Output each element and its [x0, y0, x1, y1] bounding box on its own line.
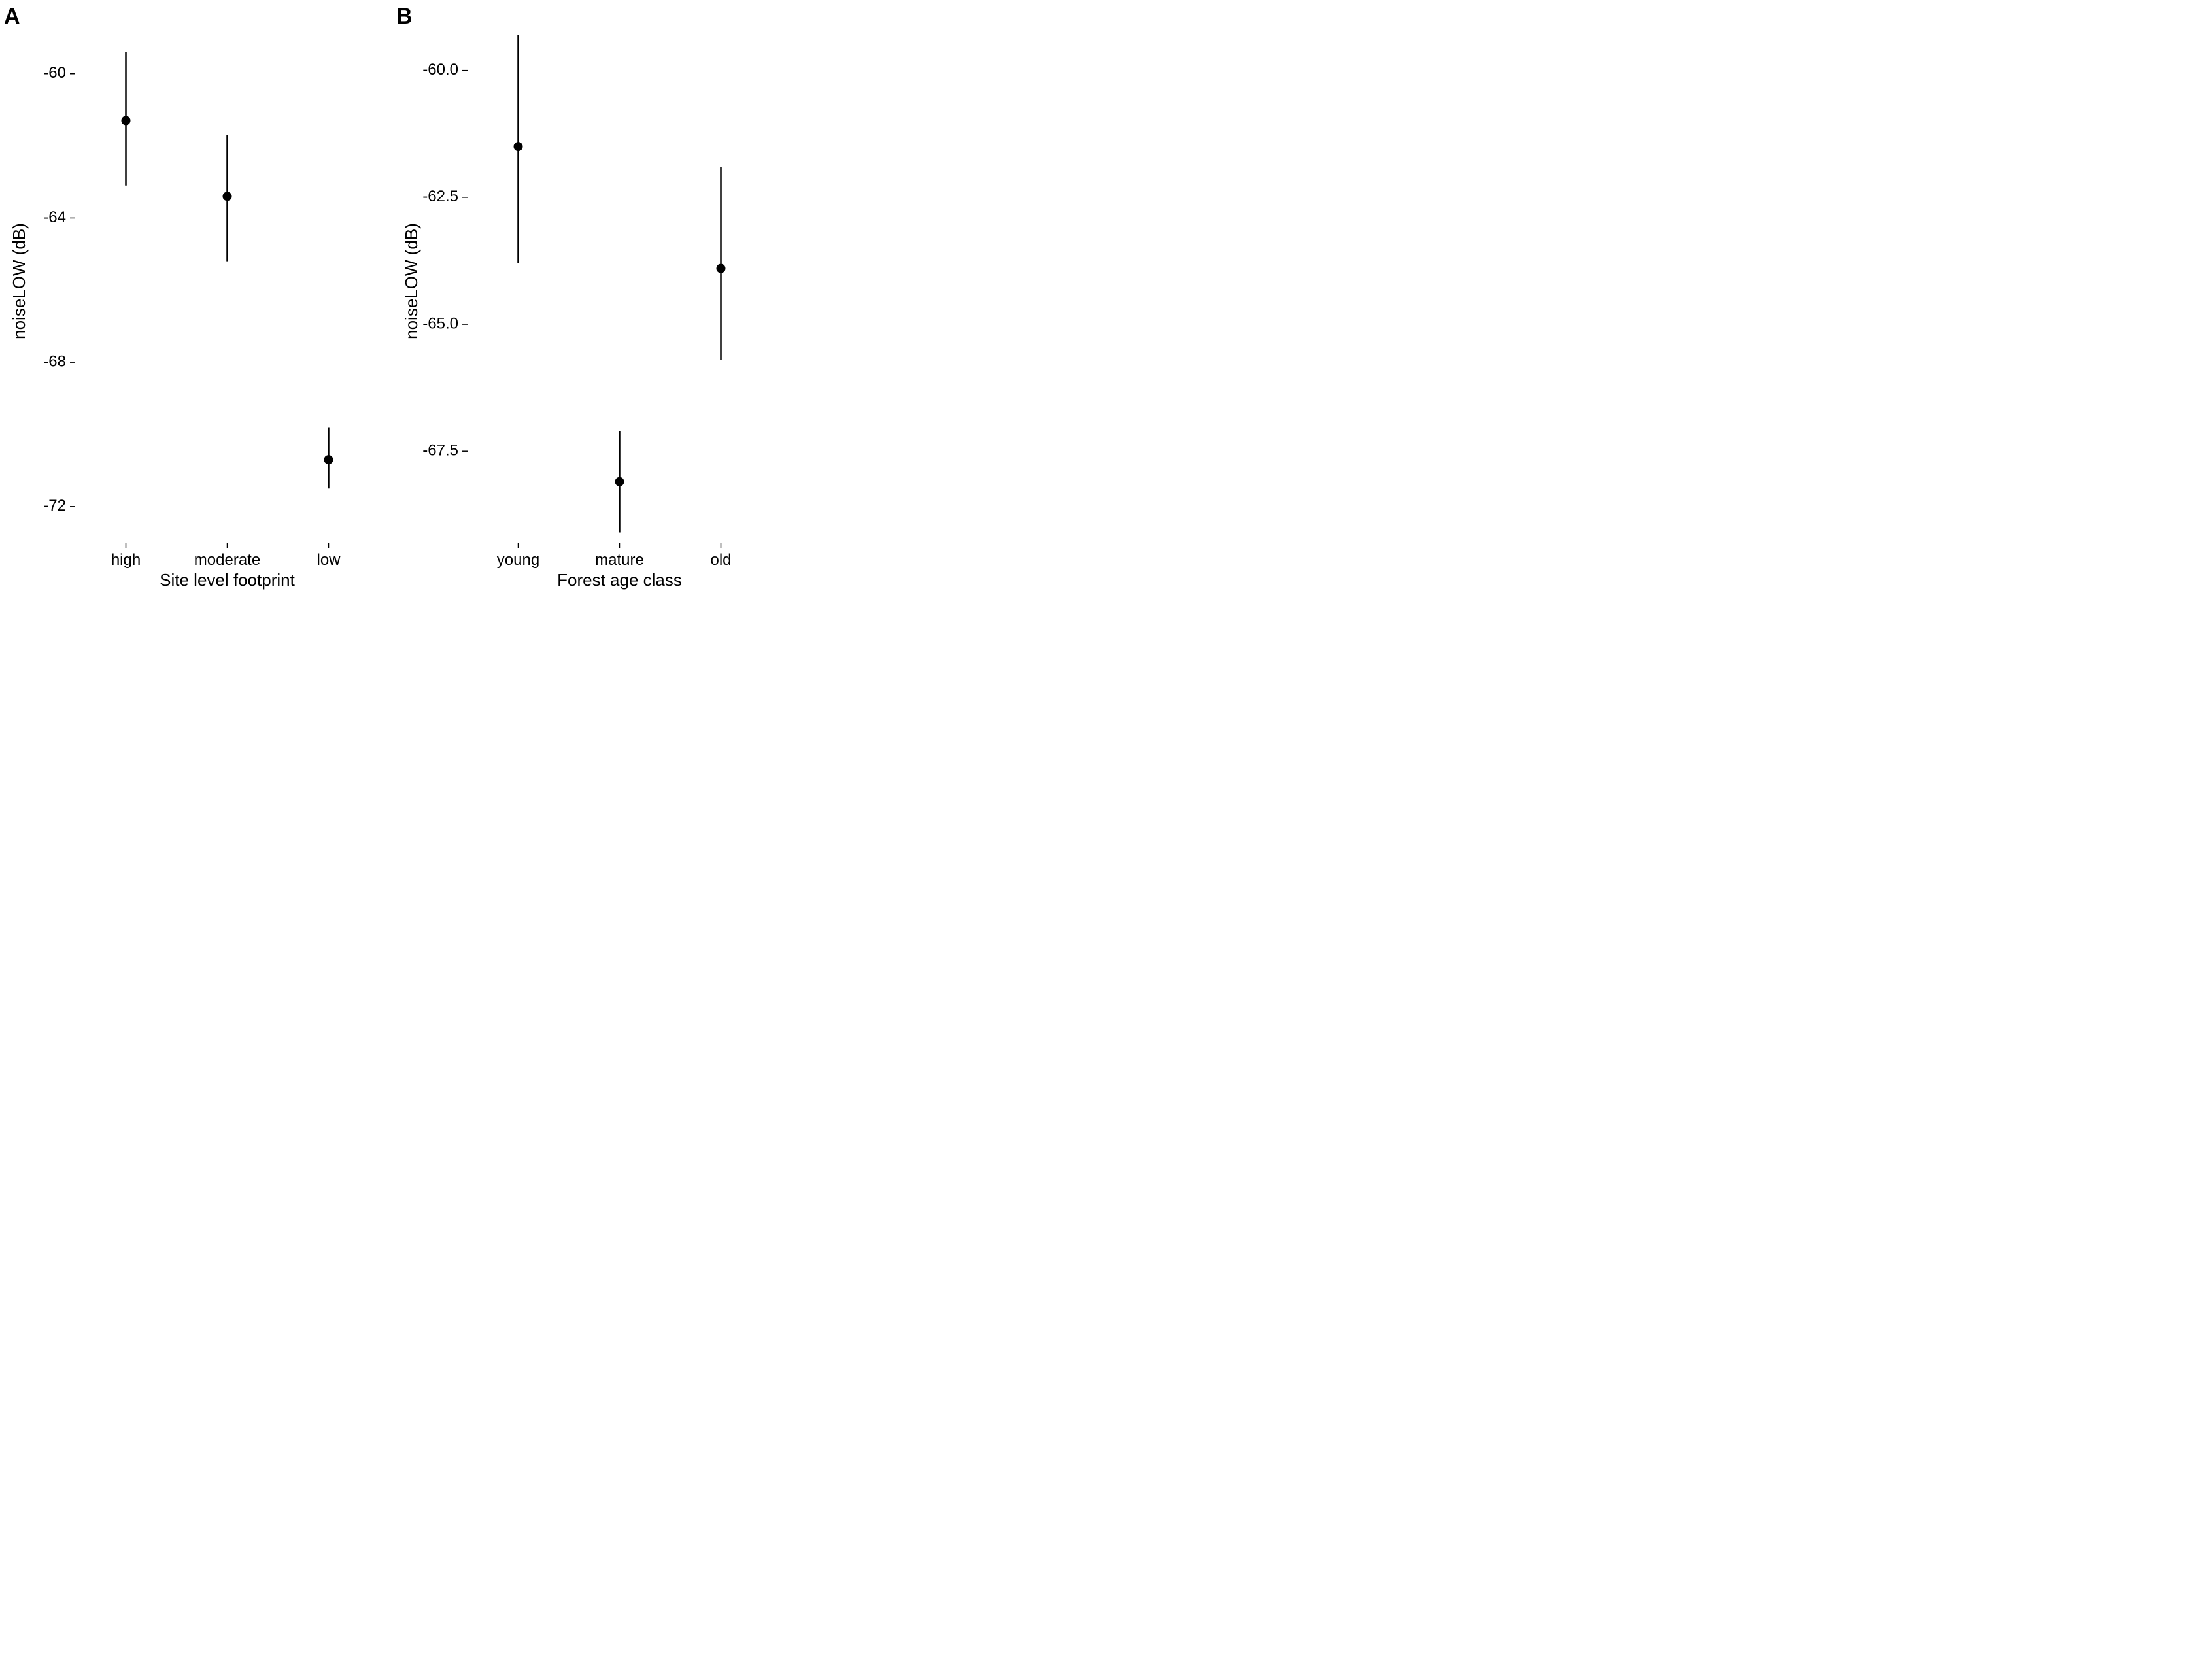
panel-a: A -60 -64 -68 -72 high moderate low noiseLOW (d…: [0, 0, 392, 594]
y-axis-title: noiseLOW (dB): [401, 223, 421, 339]
y-tick-label: -60.0: [422, 61, 458, 78]
data-point: [324, 455, 333, 464]
y-tick-label: -64: [43, 209, 66, 226]
data-point: [122, 116, 131, 125]
y-tick-label: -65.0: [422, 314, 458, 332]
panel-b-plot: -60.0 -62.5 -65.0 -67.5 young mature old noiseL…: [401, 35, 732, 590]
data-point: [514, 142, 523, 151]
x-axis-title: Forest age class: [557, 570, 682, 590]
y-axis-title: noiseLOW (dB): [9, 223, 29, 339]
y-tick-label: -68: [43, 352, 66, 370]
x-tick-label: high: [111, 551, 141, 569]
panel-a-plot: -60 -64 -68 -72 high moderate low noiseLOW (dB)…: [9, 52, 341, 590]
figure-multipanel: A -60 -64 -68 -72 high moderate low noiseLOW (d…: [0, 0, 785, 594]
y-tick-label: -62.5: [422, 188, 458, 205]
y-tick-label: -60: [43, 64, 66, 82]
x-tick-label: moderate: [194, 551, 260, 569]
x-tick-label: mature: [595, 551, 644, 569]
y-tick-label: -72: [43, 497, 66, 515]
x-axis-title: Site level footprint: [160, 570, 295, 590]
data-point: [615, 477, 624, 486]
panel-a-label: A: [4, 4, 20, 29]
x-tick-label: low: [316, 551, 341, 569]
data-point: [223, 192, 232, 201]
panel-b: B -60.0 -62.5 -65.0 -67.5 young mature old nois…: [392, 0, 785, 594]
data-point: [717, 264, 726, 273]
panel-b-label: B: [396, 4, 413, 29]
y-tick-label: -67.5: [422, 442, 458, 460]
x-tick-label: old: [710, 551, 731, 569]
panel-a-svg: -60 -64 -68 -72 high moderate low noiseLOW (dB)…: [0, 0, 392, 594]
x-tick-label: young: [497, 551, 539, 569]
panel-b-svg: -60.0 -62.5 -65.0 -67.5 young mature old noiseL…: [392, 0, 785, 594]
